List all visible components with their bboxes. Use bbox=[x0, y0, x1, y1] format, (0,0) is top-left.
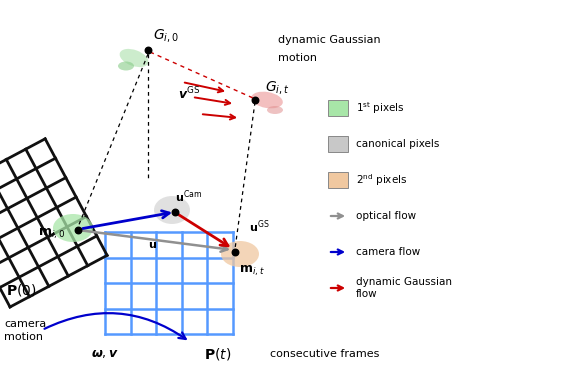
Text: camera flow: camera flow bbox=[356, 247, 420, 257]
Text: consecutive frames: consecutive frames bbox=[270, 349, 379, 359]
Point bbox=[143, 47, 152, 53]
Text: optical flow: optical flow bbox=[356, 211, 416, 221]
Text: motion: motion bbox=[4, 332, 43, 342]
Text: $\mathbf{u}$: $\mathbf{u}$ bbox=[147, 240, 157, 250]
Point bbox=[73, 227, 83, 233]
Ellipse shape bbox=[267, 106, 283, 114]
Text: motion: motion bbox=[278, 53, 317, 63]
Text: 2$^{\mathrm{nd}}$ pixels: 2$^{\mathrm{nd}}$ pixels bbox=[356, 172, 407, 188]
Text: $G_{i,0}$: $G_{i,0}$ bbox=[153, 27, 179, 44]
Text: $\mathbf{m}_{i,t}$: $\mathbf{m}_{i,t}$ bbox=[239, 264, 265, 278]
Ellipse shape bbox=[251, 92, 283, 108]
Point bbox=[250, 97, 260, 103]
FancyBboxPatch shape bbox=[328, 172, 348, 188]
Text: $\boldsymbol{v}^{\mathrm{GS}}$: $\boldsymbol{v}^{\mathrm{GS}}$ bbox=[178, 86, 200, 102]
Text: $\mathbf{u}^{\mathrm{Cam}}$: $\mathbf{u}^{\mathrm{Cam}}$ bbox=[175, 189, 202, 205]
Text: $\mathbf{u}^{\mathrm{GS}}$: $\mathbf{u}^{\mathrm{GS}}$ bbox=[249, 218, 269, 235]
Ellipse shape bbox=[53, 214, 93, 242]
Ellipse shape bbox=[118, 62, 134, 71]
Ellipse shape bbox=[221, 241, 259, 267]
Text: camera: camera bbox=[4, 319, 46, 329]
Text: dynamic Gaussian
flow: dynamic Gaussian flow bbox=[356, 277, 452, 299]
Text: $\mathbf{m}_{i,0}$: $\mathbf{m}_{i,0}$ bbox=[38, 227, 66, 241]
Text: 1$^{\mathrm{st}}$ pixels: 1$^{\mathrm{st}}$ pixels bbox=[356, 100, 405, 116]
Text: $G_{i,t}$: $G_{i,t}$ bbox=[265, 79, 290, 96]
Point bbox=[230, 249, 240, 255]
Ellipse shape bbox=[154, 196, 190, 224]
FancyBboxPatch shape bbox=[328, 100, 348, 116]
Text: $\mathbf{P}(0)$: $\mathbf{P}(0)$ bbox=[6, 282, 37, 298]
Text: $\boldsymbol{\omega}, \boldsymbol{v}$: $\boldsymbol{\omega}, \boldsymbol{v}$ bbox=[91, 347, 119, 361]
Ellipse shape bbox=[120, 49, 148, 67]
Text: canonical pixels: canonical pixels bbox=[356, 139, 439, 149]
Text: dynamic Gaussian: dynamic Gaussian bbox=[278, 35, 381, 45]
FancyBboxPatch shape bbox=[328, 136, 348, 152]
Point bbox=[171, 209, 180, 215]
Text: $\mathbf{P}(t)$: $\mathbf{P}(t)$ bbox=[204, 346, 231, 362]
